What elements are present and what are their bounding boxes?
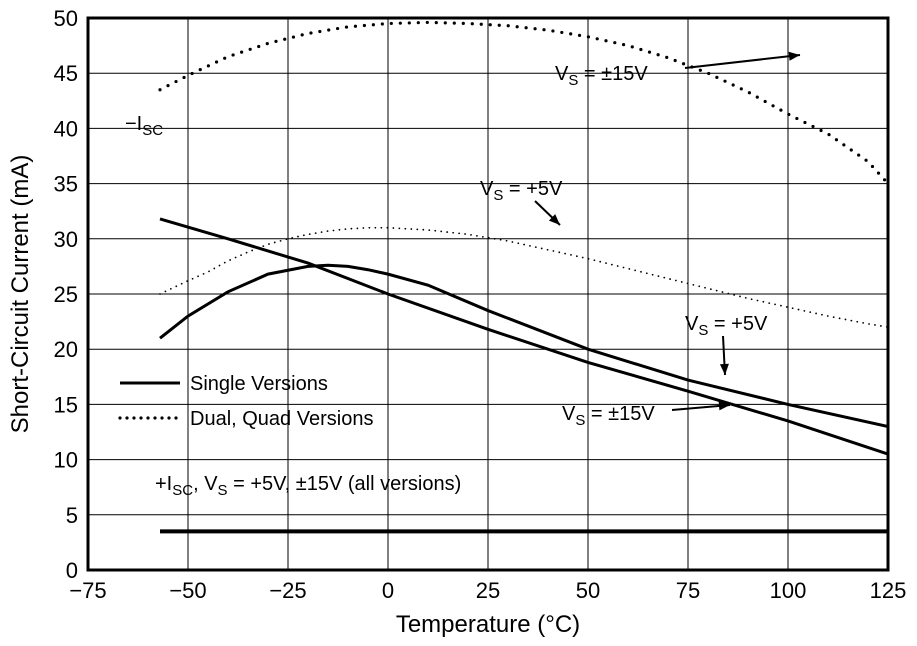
- chart-svg: −75−50−250255075100125051015202530354045…: [0, 0, 917, 646]
- svg-text:45: 45: [54, 61, 78, 86]
- svg-text:Temperature (°C): Temperature (°C): [396, 611, 580, 638]
- svg-text:35: 35: [54, 172, 78, 197]
- svg-text:0: 0: [382, 578, 394, 603]
- svg-text:Short-Circuit Current (mA): Short-Circuit Current (mA): [7, 155, 34, 434]
- svg-text:Dual, Quad Versions: Dual, Quad Versions: [190, 408, 373, 430]
- svg-text:100: 100: [770, 578, 807, 603]
- svg-text:−50: −50: [169, 578, 206, 603]
- svg-text:50: 50: [576, 578, 600, 603]
- svg-text:−25: −25: [269, 578, 306, 603]
- svg-text:40: 40: [54, 116, 78, 141]
- svg-text:5: 5: [66, 503, 78, 528]
- svg-text:25: 25: [476, 578, 500, 603]
- svg-text:15: 15: [54, 392, 78, 417]
- svg-text:125: 125: [870, 578, 907, 603]
- svg-text:10: 10: [54, 448, 78, 473]
- svg-text:0: 0: [66, 558, 78, 583]
- svg-text:50: 50: [54, 6, 78, 31]
- svg-text:Single Versions: Single Versions: [190, 373, 328, 395]
- svg-text:25: 25: [54, 282, 78, 307]
- svg-text:75: 75: [676, 578, 700, 603]
- chart-container: −75−50−250255075100125051015202530354045…: [0, 0, 917, 646]
- svg-text:30: 30: [54, 227, 78, 252]
- svg-text:20: 20: [54, 337, 78, 362]
